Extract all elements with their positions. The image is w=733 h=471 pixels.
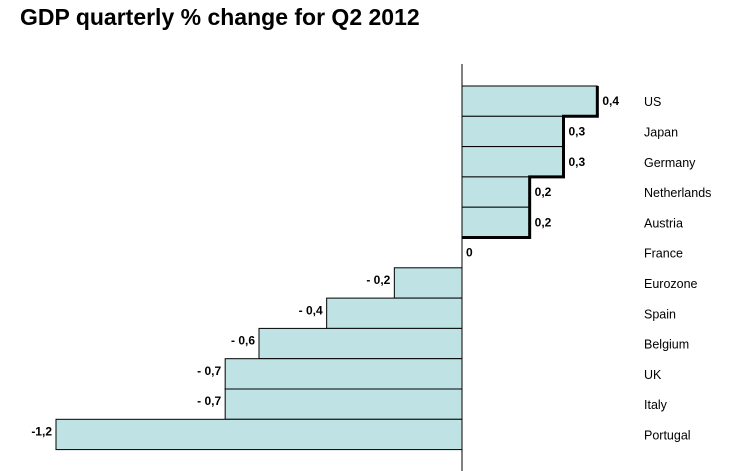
bar-netherlands	[461, 176, 531, 208]
bar-japan	[461, 115, 564, 148]
bar-portugal	[55, 418, 463, 451]
bar-austria	[461, 206, 531, 238]
bar-us	[461, 85, 598, 117]
positive-outline-layer	[462, 86, 599, 239]
bar-uk	[224, 358, 463, 390]
positive-bars-outline	[462, 86, 599, 239]
value-label-belgium: - 0,6	[231, 334, 255, 348]
value-label-portugal: -1,2	[31, 424, 52, 438]
chart-title: GDP quarterly % change for Q2 2012	[20, 4, 420, 30]
category-label-belgium: Belgium	[644, 338, 689, 352]
value-label-eurozone: - 0,2	[366, 273, 390, 287]
bars-layer	[55, 85, 598, 451]
category-label-uk: UK	[644, 368, 662, 382]
category-label-germany: Germany	[644, 156, 696, 170]
value-label-spain: - 0,4	[299, 303, 323, 317]
category-label-portugal: Portugal	[644, 428, 691, 442]
bar-italy	[224, 388, 463, 420]
value-label-japan: 0,3	[569, 124, 586, 138]
category-label-spain: Spain	[644, 307, 676, 321]
labels-layer: 0,4 US 0,3 Japan 0,3 Germany 0,2 Netherlands 0,2…	[31, 94, 711, 442]
category-label-japan: Japan	[644, 125, 678, 139]
category-label-eurozone: Eurozone	[644, 277, 698, 291]
category-label-us: US	[644, 95, 661, 109]
category-label-netherlands: Netherlands	[644, 186, 711, 200]
value-label-uk: - 0,7	[197, 364, 221, 378]
bar-germany	[461, 146, 564, 178]
value-label-us: 0,4	[602, 94, 619, 108]
bar-spain	[326, 297, 463, 329]
category-label-austria: Austria	[644, 216, 683, 230]
bar-belgium	[258, 327, 463, 360]
value-label-netherlands: 0,2	[535, 185, 552, 199]
value-label-austria: 0,2	[535, 215, 552, 229]
bar-eurozone	[393, 267, 463, 299]
value-label-germany: 0,3	[569, 155, 586, 169]
category-label-france: France	[644, 247, 683, 261]
value-label-france: 0	[466, 246, 473, 260]
value-label-italy: - 0,7	[197, 394, 221, 408]
category-label-italy: Italy	[644, 398, 668, 412]
